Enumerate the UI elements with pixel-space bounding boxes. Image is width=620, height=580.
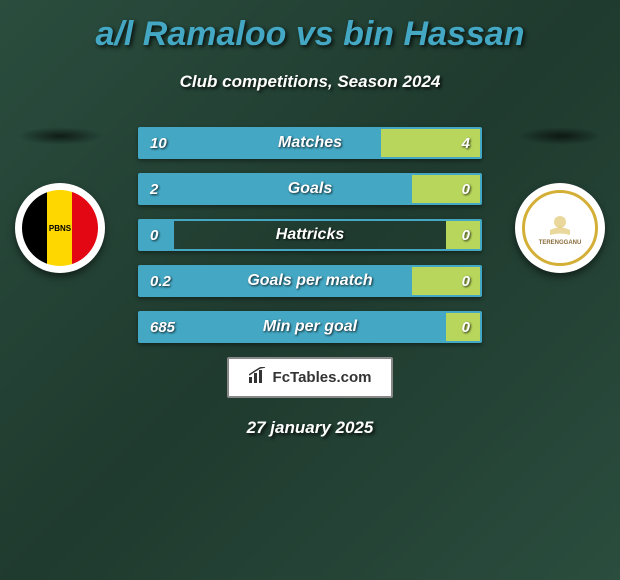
stat-value-right: 0 (462, 273, 470, 290)
stat-bar-right: 0 (412, 267, 480, 295)
stat-label: Hattricks (276, 226, 344, 244)
footer-logo[interactable]: FcTables.com (227, 357, 394, 398)
left-player-column: PBNS (10, 127, 110, 273)
date-text: 27 january 2025 (247, 418, 374, 438)
main-content: PBNS 10 4 Matches 2 0 Goals 0 0 Hattricks 0.2 0 Goa… (0, 127, 620, 343)
page-title: a/l Ramaloo vs bin Hassan (96, 15, 525, 54)
stat-bar-left: 10 (140, 129, 381, 157)
stat-label: Min per goal (263, 318, 357, 336)
stat-bar-left: 2 (140, 175, 412, 203)
stat-bar: 2 0 Goals (138, 173, 482, 205)
stat-bar: 0 0 Hattricks (138, 219, 482, 251)
player-shadow-left (18, 127, 103, 145)
stat-bar-right: 0 (446, 221, 480, 249)
stat-value-left: 0.2 (150, 273, 171, 290)
stats-column: 10 4 Matches 2 0 Goals 0 0 Hattricks 0.2 0 Goals pe… (130, 127, 490, 343)
badge-right-text: TERENGGANU (539, 240, 582, 246)
main-container: a/l Ramaloo vs bin Hassan Club competiti… (0, 0, 620, 448)
right-player-column: TERENGGANU (510, 127, 610, 273)
stat-value-left: 0 (150, 227, 158, 244)
stat-bar-left: 0 (140, 221, 174, 249)
stat-bar: 0.2 0 Goals per match (138, 265, 482, 297)
stat-bar-right: 0 (446, 313, 480, 341)
stat-bar: 685 0 Min per goal (138, 311, 482, 343)
stat-value-left: 685 (150, 319, 175, 336)
badge-right-emblem-icon (545, 210, 575, 240)
badge-left-text: PBNS (49, 224, 71, 233)
stat-value-right: 0 (462, 181, 470, 198)
player-shadow-right (518, 127, 603, 145)
badge-right-inner: TERENGGANU (522, 190, 598, 266)
team-badge-left: PBNS (15, 183, 105, 273)
chart-icon (249, 367, 267, 388)
stat-label: Goals per match (247, 272, 372, 290)
stat-value-left: 2 (150, 181, 158, 198)
team-badge-right: TERENGGANU (515, 183, 605, 273)
stat-value-left: 10 (150, 135, 167, 152)
stat-bar-right: 0 (412, 175, 480, 203)
stat-value-right: 0 (462, 319, 470, 336)
stat-bar-right: 4 (381, 129, 480, 157)
subtitle: Club competitions, Season 2024 (180, 72, 441, 92)
stat-value-right: 0 (462, 227, 470, 244)
stat-value-right: 4 (462, 135, 470, 152)
stat-bar: 10 4 Matches (138, 127, 482, 159)
stat-label: Goals (288, 180, 332, 198)
footer-logo-text: FcTables.com (273, 369, 372, 386)
stat-label: Matches (278, 134, 342, 152)
badge-left-inner: PBNS (22, 190, 98, 266)
